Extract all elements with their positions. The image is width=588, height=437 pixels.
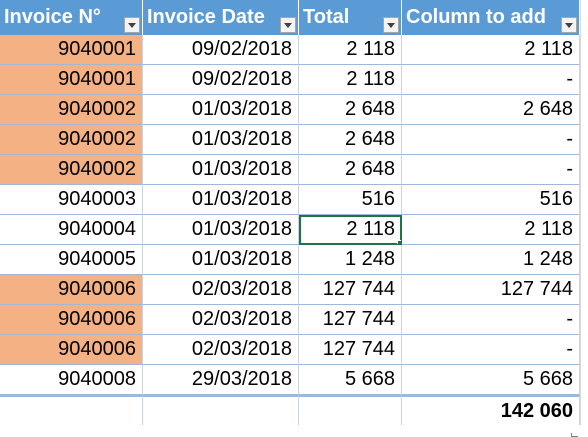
cell-invoice-number[interactable]: 9040002 bbox=[0, 95, 143, 125]
cell-invoice-date[interactable]: 02/03/2018 bbox=[143, 275, 299, 305]
cell-column-to-add[interactable]: 2 118 bbox=[402, 215, 580, 245]
cell-invoice-number[interactable]: 9040008 bbox=[0, 365, 143, 395]
filter-dropdown-icon[interactable] bbox=[280, 17, 296, 33]
table-resize-handle-icon[interactable] bbox=[571, 433, 578, 437]
header-invoice-date[interactable]: Invoice Date bbox=[143, 0, 299, 35]
cell-invoice-date[interactable]: 01/03/2018 bbox=[143, 245, 299, 275]
total-row-empty-cell[interactable] bbox=[143, 395, 299, 425]
cell-column-to-add[interactable]: 5 668 bbox=[402, 365, 580, 395]
cell-column-to-add[interactable]: 1 248 bbox=[402, 245, 580, 275]
cell-invoice-number[interactable]: 9040006 bbox=[0, 335, 143, 365]
cell-total[interactable]: 516 bbox=[299, 185, 402, 215]
header-label: Invoice N° bbox=[4, 6, 101, 28]
cell-invoice-date[interactable]: 01/03/2018 bbox=[143, 125, 299, 155]
cell-column-to-add[interactable]: 2 648 bbox=[402, 95, 580, 125]
total-row-empty-cell[interactable] bbox=[0, 395, 143, 425]
cell-invoice-date[interactable]: 09/02/2018 bbox=[143, 35, 299, 65]
cell-total[interactable]: 2 118 bbox=[299, 65, 402, 95]
header-total[interactable]: Total bbox=[299, 0, 402, 35]
filter-dropdown-icon[interactable] bbox=[124, 17, 140, 33]
cell-column-to-add[interactable]: 516 bbox=[402, 185, 580, 215]
cell-column-to-add[interactable]: 127 744 bbox=[402, 275, 580, 305]
cell-invoice-date[interactable]: 02/03/2018 bbox=[143, 335, 299, 365]
cell-invoice-date[interactable]: 02/03/2018 bbox=[143, 305, 299, 335]
filter-dropdown-icon[interactable] bbox=[383, 17, 399, 33]
header-label: Total bbox=[303, 6, 350, 28]
cell-total[interactable]: 2 648 bbox=[299, 155, 402, 185]
header-label: Column to add bbox=[406, 6, 546, 28]
cell-invoice-number[interactable]: 9040002 bbox=[0, 155, 143, 185]
cell-total[interactable]: 2 648 bbox=[299, 95, 402, 125]
cell-invoice-date[interactable]: 01/03/2018 bbox=[143, 95, 299, 125]
cell-total[interactable]: 127 744 bbox=[299, 335, 402, 365]
cell-total[interactable]: 2 118 bbox=[299, 35, 402, 65]
cell-total[interactable]: 5 668 bbox=[299, 365, 402, 395]
cell-invoice-number[interactable]: 9040001 bbox=[0, 65, 143, 95]
cell-column-to-add[interactable]: 2 118 bbox=[402, 35, 580, 65]
cell-column-to-add[interactable]: - bbox=[402, 335, 580, 365]
cell-column-to-add[interactable]: - bbox=[402, 305, 580, 335]
cell-invoice-date[interactable]: 01/03/2018 bbox=[143, 215, 299, 245]
cell-invoice-date[interactable]: 01/03/2018 bbox=[143, 185, 299, 215]
cell-invoice-number[interactable]: 9040005 bbox=[0, 245, 143, 275]
cell-column-to-add[interactable]: - bbox=[402, 125, 580, 155]
cell-total[interactable]: 2 648 bbox=[299, 125, 402, 155]
cell-total[interactable]: 127 744 bbox=[299, 305, 402, 335]
cell-invoice-number[interactable]: 9040002 bbox=[0, 125, 143, 155]
cell-invoice-date[interactable]: 09/02/2018 bbox=[143, 65, 299, 95]
cell-total[interactable]: 127 744 bbox=[299, 275, 402, 305]
active-cell-total[interactable]: 2 118 bbox=[299, 215, 402, 245]
cell-column-to-add[interactable]: - bbox=[402, 65, 580, 95]
total-row-empty-cell[interactable] bbox=[299, 395, 402, 425]
header-invoice-number[interactable]: Invoice N° bbox=[0, 0, 143, 35]
cell-invoice-number[interactable]: 9040006 bbox=[0, 275, 143, 305]
header-column-to-add[interactable]: Column to add bbox=[402, 0, 580, 35]
cell-invoice-date[interactable]: 01/03/2018 bbox=[143, 155, 299, 185]
cell-invoice-number[interactable]: 9040003 bbox=[0, 185, 143, 215]
cell-invoice-date[interactable]: 29/03/2018 bbox=[143, 365, 299, 395]
cell-total[interactable]: 1 248 bbox=[299, 245, 402, 275]
grand-total-cell[interactable]: 142 060 bbox=[402, 395, 580, 425]
cell-value: 2 118 bbox=[346, 218, 395, 240]
fill-handle[interactable] bbox=[397, 240, 401, 244]
cell-invoice-number[interactable]: 9040006 bbox=[0, 305, 143, 335]
filter-dropdown-icon[interactable] bbox=[561, 17, 577, 33]
cell-invoice-number[interactable]: 9040004 bbox=[0, 215, 143, 245]
cell-invoice-number[interactable]: 9040001 bbox=[0, 35, 143, 65]
invoice-table: Invoice N° Invoice Date Total Column to … bbox=[0, 0, 581, 425]
cell-column-to-add[interactable]: - bbox=[402, 155, 580, 185]
header-label: Invoice Date bbox=[147, 6, 265, 28]
